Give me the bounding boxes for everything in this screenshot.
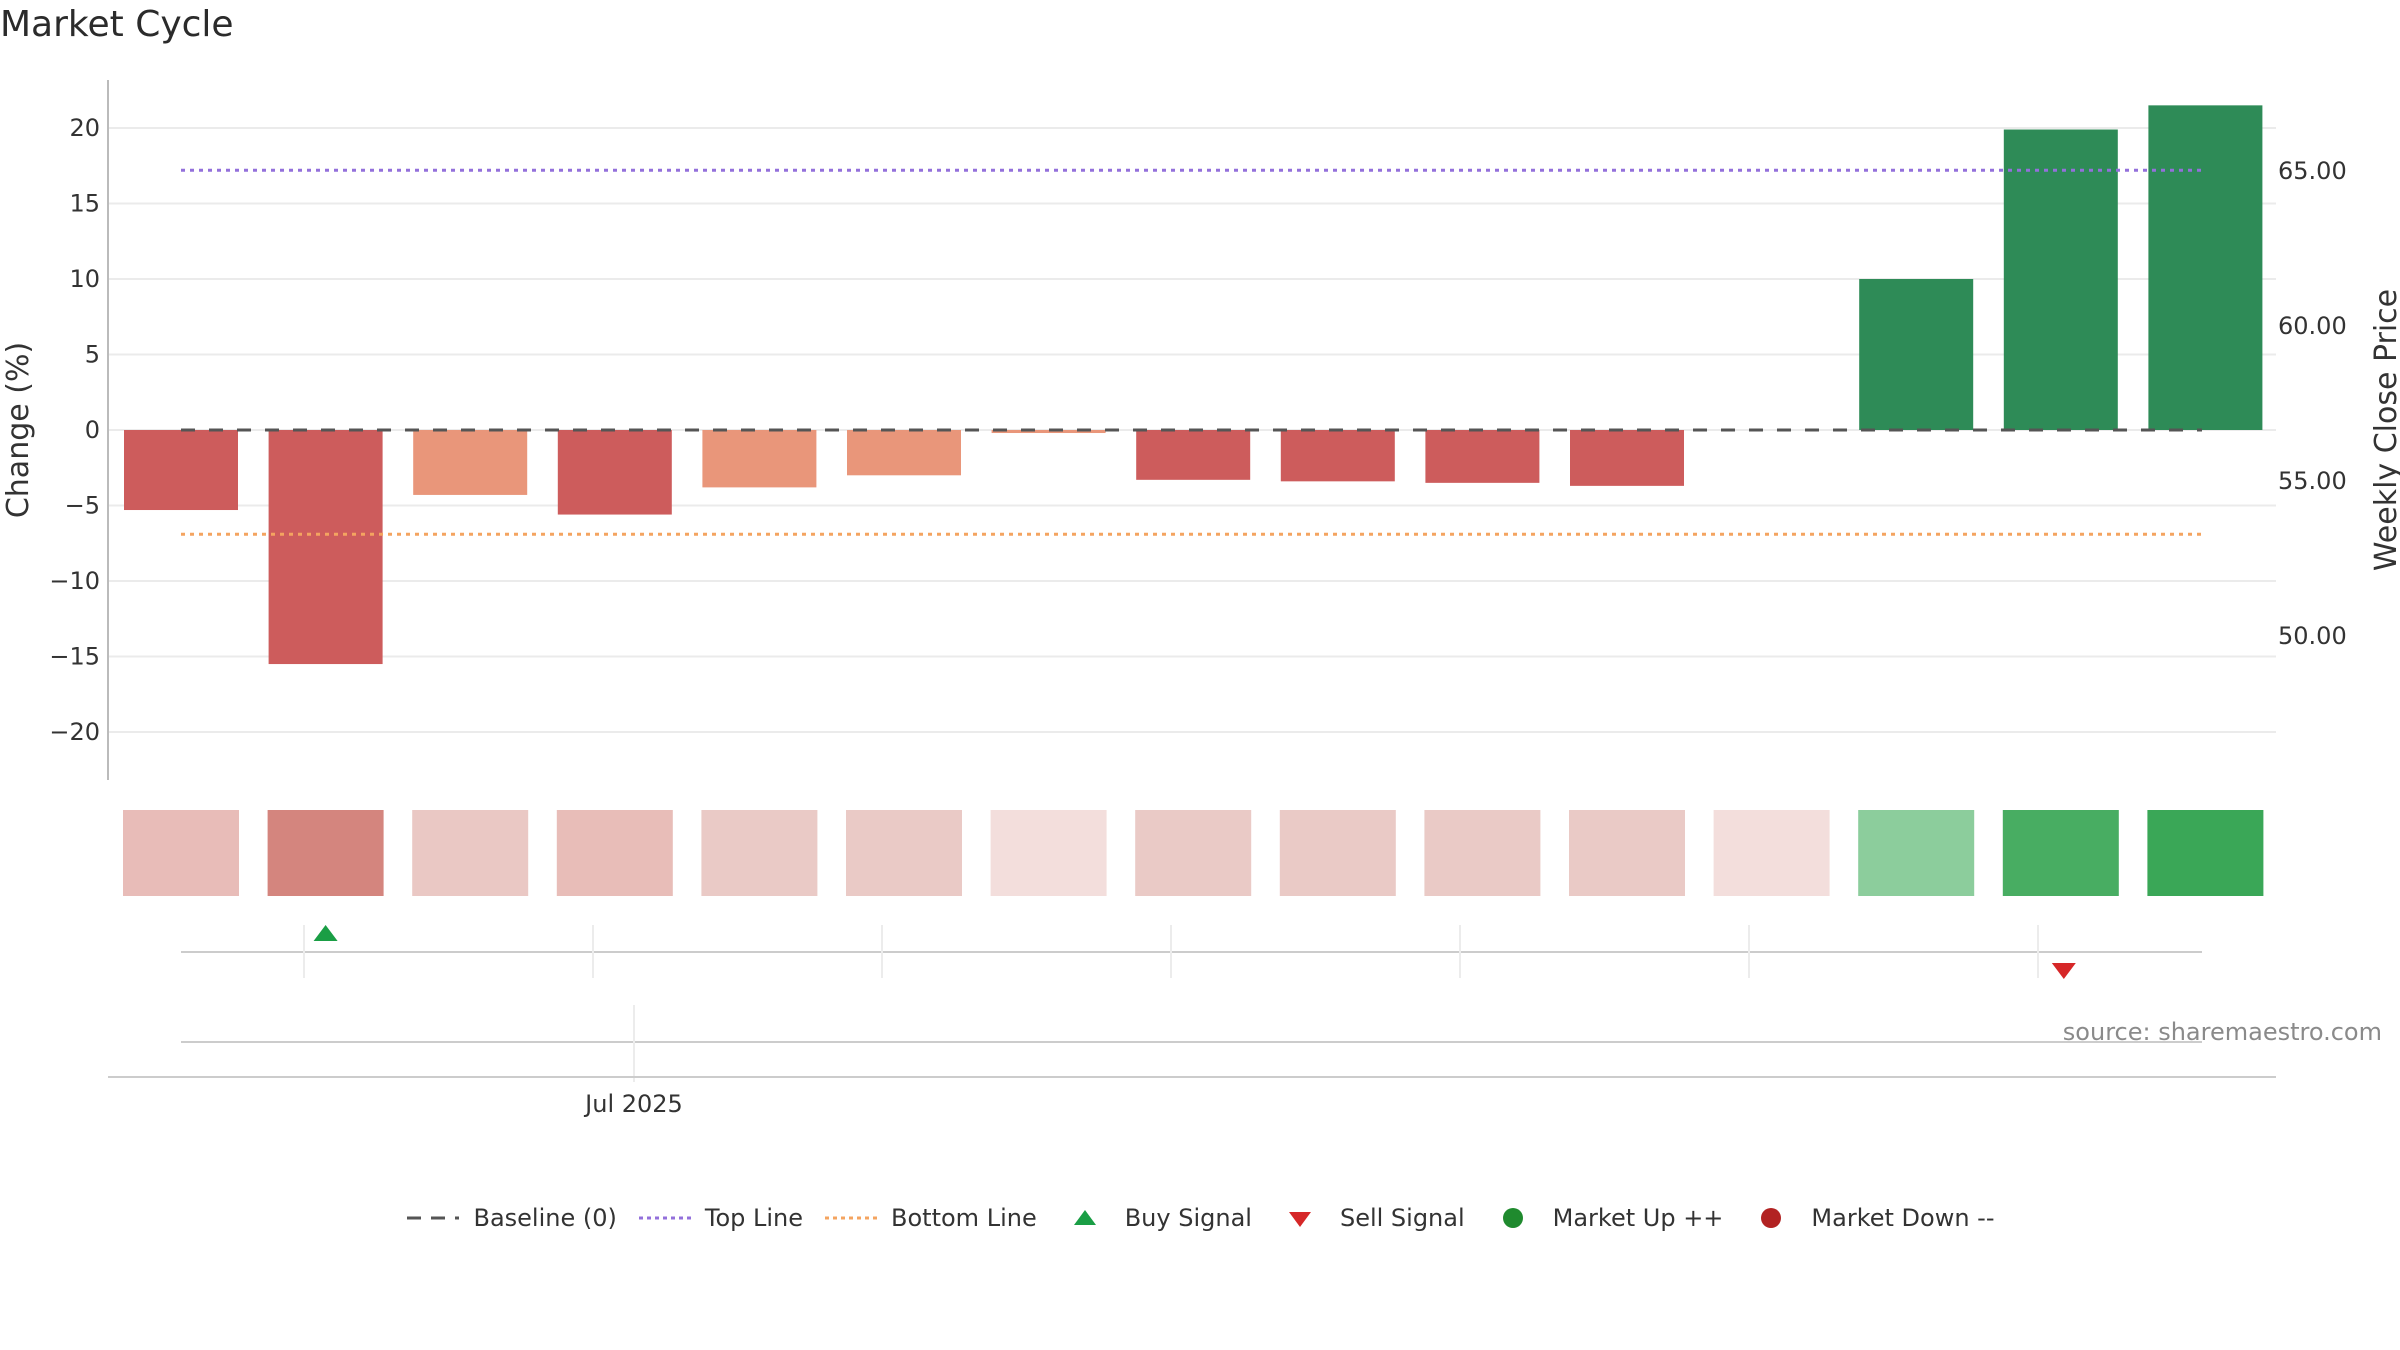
- legend-label: Sell Signal: [1339, 1204, 1465, 1232]
- dash-icon: [407, 1216, 460, 1220]
- dot-line-icon: [638, 1216, 691, 1220]
- bar: [124, 430, 238, 511]
- legend: Baseline (0) Top Line Bottom Line Buy Signa…: [0, 1204, 2400, 1232]
- y2-tick-label: 50.00: [2278, 622, 2347, 650]
- buy-signal-marker: [313, 925, 338, 941]
- circle-icon: [1502, 1208, 1523, 1228]
- legend-label: Bottom Line: [891, 1204, 1037, 1232]
- heat-cell: [1858, 810, 1975, 896]
- heat-cell: [2002, 810, 2119, 896]
- heat-cell: [556, 810, 673, 896]
- y-tick-label: 15: [69, 190, 100, 218]
- bar: [2148, 105, 2263, 430]
- bar: [991, 430, 1106, 434]
- date-axis: Jul 2025: [108, 1005, 2276, 1118]
- legend-label: Buy Signal: [1124, 1204, 1252, 1232]
- bar: [413, 430, 528, 495]
- y2-tick-label: 65.00: [2278, 157, 2347, 185]
- bars: [124, 105, 2263, 665]
- x-tick-label: Jul 2025: [583, 1090, 683, 1118]
- legend-item: Buy Signal: [1057, 1204, 1252, 1232]
- bar: [1136, 430, 1251, 480]
- y-tick-label: −20: [49, 718, 100, 746]
- y-tick-label: −15: [49, 643, 100, 671]
- legend-label: Baseline (0): [473, 1204, 617, 1232]
- heat-cell: [1713, 810, 1830, 896]
- bar: [1280, 430, 1395, 482]
- legend-label: Top Line: [704, 1204, 804, 1232]
- heat-cell: [1569, 810, 1685, 896]
- bar: [268, 430, 383, 665]
- grid-lines: [108, 127, 2276, 733]
- y2-axis-title: Weekly Close Price: [2369, 289, 2400, 571]
- source-label: source: sharemaestro.com: [2063, 1018, 2382, 1046]
- chart-title: Market Cycle: [0, 4, 234, 45]
- heat-cell: [412, 810, 529, 896]
- dot-line-icon: [825, 1216, 878, 1220]
- y-tick-label: −5: [65, 492, 100, 520]
- bar: [1425, 430, 1540, 483]
- legend-label: Market Up ++: [1552, 1204, 1724, 1232]
- heat-cell: [990, 810, 1107, 896]
- heat-cell: [123, 810, 239, 896]
- heat-cell: [1135, 810, 1252, 896]
- axes: 20 15 10 5 0 −5 −10 −15 −20 65.00 60.00 55.00 50.00: [49, 80, 2347, 780]
- y-tick-label: 20: [69, 114, 100, 142]
- bar: [2003, 129, 2118, 430]
- bar: [702, 430, 817, 488]
- y-axis-title: Change (%): [1, 342, 36, 518]
- heat-cell: [701, 810, 818, 896]
- legend-item: Market Up ++: [1485, 1204, 1724, 1232]
- sell-signal-marker: [2051, 963, 2076, 979]
- circle-icon: [1761, 1208, 1782, 1228]
- heat-cell: [1279, 810, 1396, 896]
- legend-item: Market Down --: [1743, 1204, 1995, 1232]
- y2-tick-label: 55.00: [2278, 467, 2347, 495]
- bar: [847, 430, 961, 476]
- y-tick-label: 0: [85, 416, 100, 444]
- legend-item: Bottom Line: [823, 1204, 1037, 1232]
- heat-cell: [846, 810, 962, 896]
- signal-track: [181, 925, 2202, 979]
- heat-cell: [267, 810, 384, 896]
- y-tick-label: 10: [69, 265, 100, 293]
- bar: [557, 430, 672, 515]
- bar: [1570, 430, 1684, 486]
- y-tick-label: 5: [85, 341, 100, 369]
- legend-item: Baseline (0): [405, 1204, 617, 1232]
- legend-label: Market Down --: [1811, 1204, 1995, 1232]
- triangle-down-icon: [1288, 1212, 1311, 1227]
- legend-item: Sell Signal: [1272, 1204, 1465, 1232]
- legend-item: Top Line: [637, 1204, 803, 1232]
- reference-lines: [181, 168, 2202, 536]
- bar: [1859, 279, 1974, 430]
- heat-cell: [2147, 810, 2264, 896]
- y-tick-label: −10: [49, 567, 100, 595]
- heat-strip: [123, 810, 2264, 896]
- triangle-up-icon: [1073, 1210, 1096, 1225]
- y2-tick-label: 60.00: [2278, 312, 2347, 340]
- heat-cell: [1424, 810, 1541, 896]
